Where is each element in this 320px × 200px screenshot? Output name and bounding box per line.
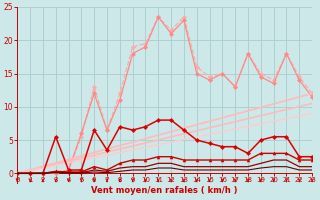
X-axis label: Vent moyen/en rafales ( km/h ): Vent moyen/en rafales ( km/h ): [92, 186, 238, 195]
